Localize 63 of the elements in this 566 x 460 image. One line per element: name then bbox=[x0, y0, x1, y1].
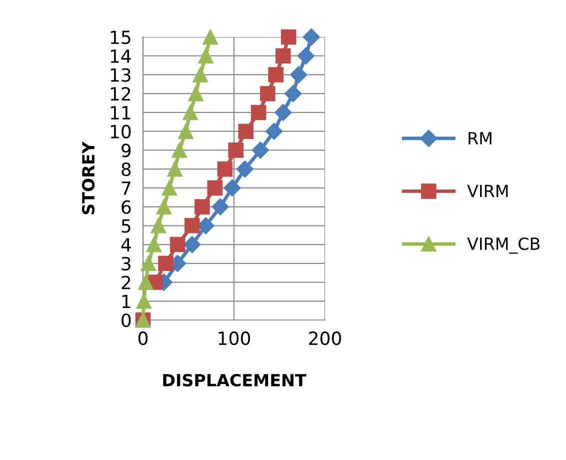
point bbox=[136, 293, 152, 309]
point bbox=[250, 104, 266, 120]
point bbox=[202, 29, 218, 45]
y-tick-label: 7 bbox=[122, 182, 130, 195]
point bbox=[182, 104, 198, 120]
y-tick-label: 13 bbox=[110, 68, 130, 82]
y-axis-title: STOREY bbox=[82, 141, 95, 214]
point bbox=[297, 47, 314, 64]
legend-label: VIRM_CB bbox=[467, 237, 540, 254]
point bbox=[260, 86, 276, 102]
point bbox=[167, 161, 182, 177]
x-axis-title: DISPLACEMENT bbox=[163, 374, 306, 386]
point bbox=[280, 29, 296, 45]
y-tick-label: 4 bbox=[121, 238, 131, 252]
point bbox=[224, 179, 241, 196]
y-tick-label: 1 bbox=[122, 294, 130, 308]
point bbox=[228, 142, 244, 158]
y-tick-label: 8 bbox=[122, 162, 131, 176]
y-tick-label: 14 bbox=[110, 50, 131, 63]
point bbox=[198, 48, 214, 64]
y-tick-label: 10 bbox=[110, 124, 131, 138]
x-tick-label: 0 bbox=[138, 331, 148, 346]
point bbox=[146, 236, 162, 252]
legend-label: VIRM bbox=[467, 184, 508, 198]
point bbox=[274, 104, 292, 122]
point bbox=[172, 142, 188, 158]
y-tick-label: 6 bbox=[122, 200, 131, 214]
point bbox=[302, 28, 320, 46]
y-tick-label: 2 bbox=[122, 276, 130, 290]
y-tick-label: 9 bbox=[122, 144, 131, 158]
point bbox=[170, 236, 186, 252]
point bbox=[188, 86, 204, 102]
point bbox=[276, 48, 291, 64]
point bbox=[150, 218, 166, 234]
point bbox=[158, 256, 174, 272]
point bbox=[238, 124, 254, 139]
point bbox=[236, 160, 254, 178]
y-tick-label: 15 bbox=[110, 30, 130, 44]
point bbox=[212, 198, 229, 216]
point bbox=[162, 180, 178, 196]
point bbox=[217, 161, 233, 177]
point bbox=[184, 218, 200, 234]
point bbox=[252, 142, 269, 159]
y-tick-label: 0 bbox=[122, 313, 131, 328]
point bbox=[284, 85, 302, 102]
x-tick-label: 200 bbox=[309, 331, 342, 346]
point bbox=[290, 66, 308, 84]
y-tick-label: 3 bbox=[122, 256, 130, 271]
point bbox=[140, 256, 156, 272]
point bbox=[156, 199, 172, 214]
legend-label: RM bbox=[468, 132, 492, 144]
point bbox=[184, 236, 201, 254]
x-tick-label: 100 bbox=[218, 331, 250, 346]
point bbox=[192, 67, 208, 82]
point bbox=[194, 199, 210, 214]
point bbox=[268, 67, 284, 82]
point bbox=[265, 122, 283, 140]
y-tick-label: 12 bbox=[110, 87, 130, 100]
y-tick-label: 11 bbox=[110, 106, 130, 120]
point bbox=[138, 274, 154, 290]
y-tick-label: 5 bbox=[122, 219, 130, 233]
point bbox=[178, 124, 194, 139]
point bbox=[207, 180, 223, 196]
